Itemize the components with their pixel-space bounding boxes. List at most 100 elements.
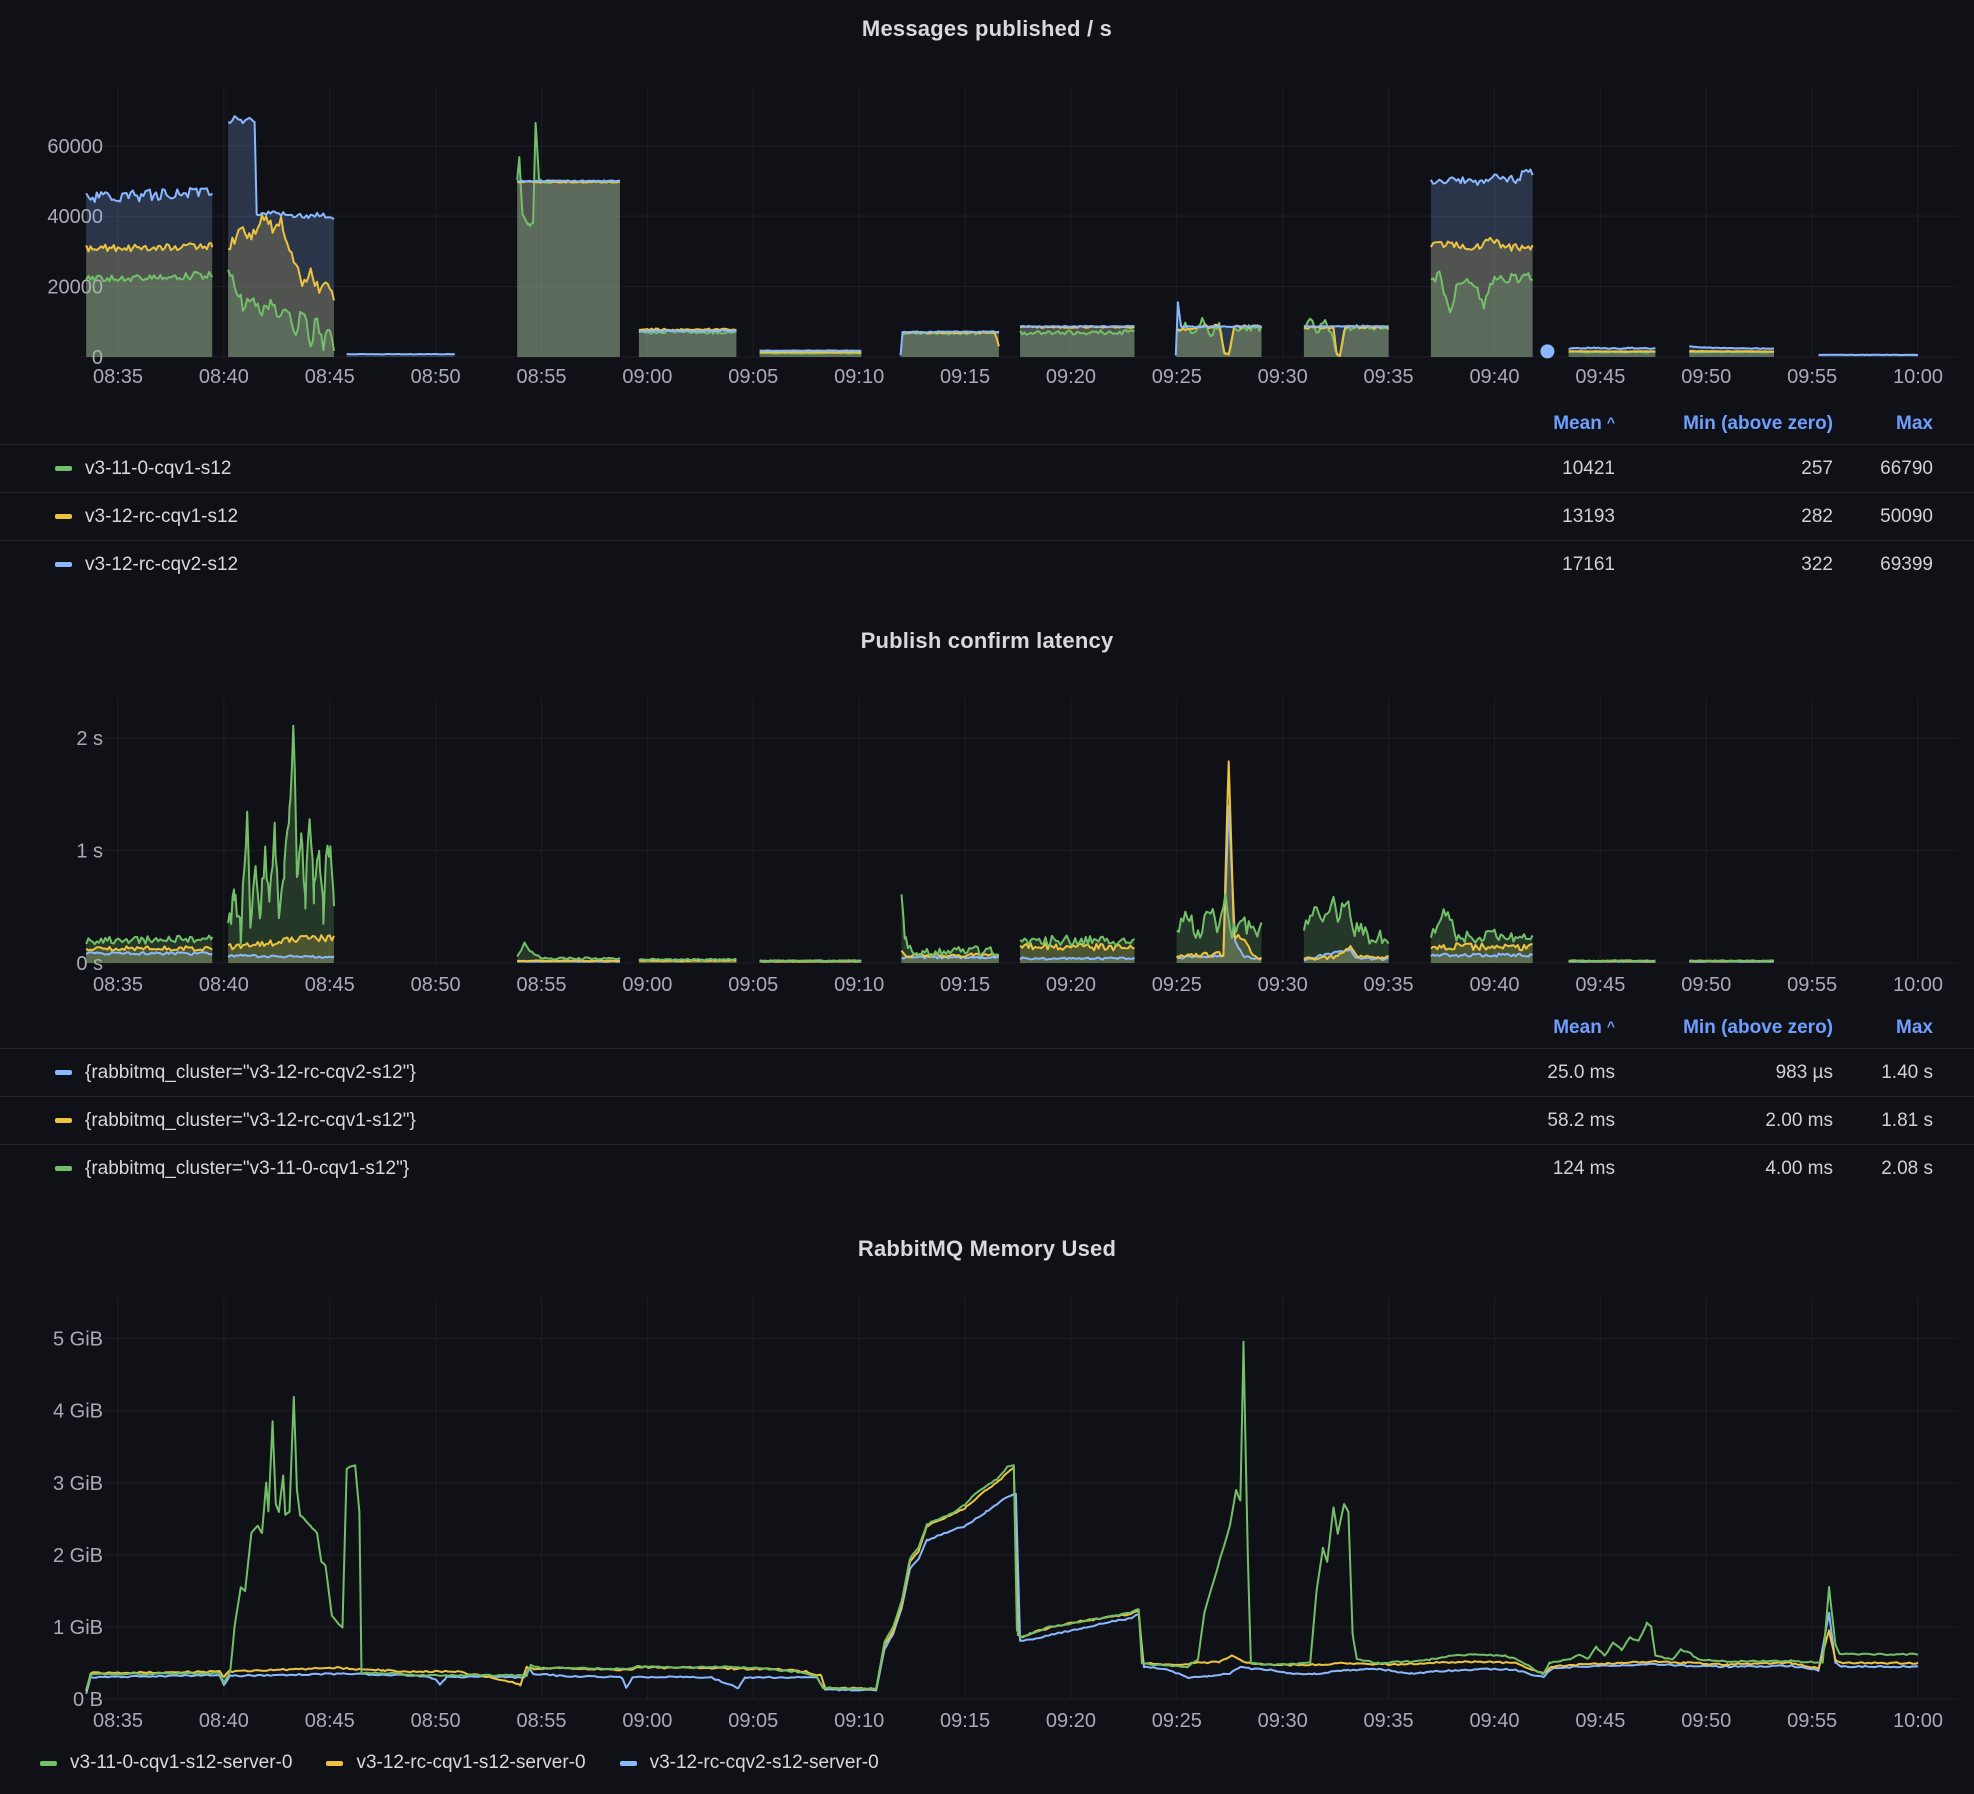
series-area-green: [86, 271, 213, 357]
series-color-swatch: [55, 562, 72, 567]
grid: [78, 698, 1958, 964]
series-area-green: [1430, 909, 1533, 963]
legend-value-min: 282: [1801, 505, 1833, 527]
legend-table-publish-confirm-latency: Mean ^ Min (above zero) Max {rabbitmq_cluste…: [0, 1008, 1974, 1183]
legend-value-max: 1.81 s: [1881, 1109, 1933, 1131]
series-area-blue: [86, 952, 213, 963]
series-area-green: [517, 122, 620, 358]
chart-messages-published-s[interactable]: 0 20000 40000 60000 08:35 08:40 08:45 08:50 08:5…: [47, 88, 1958, 388]
legend-row[interactable]: {rabbitmq_cluster="v3-11-0-cqv1-s12"} 124…: [0, 1144, 1974, 1183]
legend-item[interactable]: v3-11-0-cqv1-s12-server-0: [40, 1752, 292, 1774]
series-area-blue: [1175, 302, 1262, 357]
series-area-yellow: [517, 181, 620, 357]
series-color-swatch: [55, 1070, 72, 1075]
legend-value-mean: 58.2 ms: [1547, 1109, 1615, 1131]
grid: [78, 1297, 1958, 1700]
svg-text:08:45: 08:45: [305, 974, 355, 996]
panel-title-rabbitmq-memory-used: RabbitMQ Memory Used: [857, 1236, 1117, 1261]
svg-text:09:40: 09:40: [1469, 366, 1519, 388]
legend-header-row: Mean ^ Min (above zero) Max: [0, 1008, 1974, 1048]
column-header-mean[interactable]: Mean ^: [1445, 413, 1615, 435]
legend-row[interactable]: v3-12-rc-cqv1-s12 13193 282 50090: [0, 492, 1974, 540]
legend-row[interactable]: v3-11-0-cqv1-s12 10421 257 66790: [0, 444, 1974, 492]
svg-text:09:35: 09:35: [1364, 366, 1414, 388]
column-header-label: Min (above zero): [1683, 1017, 1833, 1038]
legend-value-mean: 13193: [1562, 505, 1615, 527]
series-area-green: [1303, 896, 1389, 963]
legend-series-label: v3-11-0-cqv1-s12-server-0: [70, 1752, 293, 1773]
svg-text:09:40: 09:40: [1469, 1710, 1519, 1732]
legend-value-max: 69399: [1880, 553, 1933, 575]
svg-text:08:50: 08:50: [411, 366, 461, 388]
svg-text:4 GiB: 4 GiB: [53, 1401, 103, 1423]
legend-series-label[interactable]: {rabbitmq_cluster="v3-12-rc-cqv2-s12"}: [85, 1061, 416, 1083]
legend-value-min: 2.00 ms: [1765, 1109, 1833, 1131]
y-axis-labels: 0 20000 40000 60000: [47, 136, 103, 369]
series-color-swatch: [40, 1760, 57, 1766]
legend-series-label[interactable]: v3-11-0-cqv1-s12: [85, 457, 232, 479]
svg-text:09:45: 09:45: [1575, 974, 1625, 996]
series-area-yellow: [1430, 237, 1533, 357]
legend-row[interactable]: {rabbitmq_cluster="v3-12-rc-cqv1-s12"} 58…: [0, 1096, 1974, 1144]
legend-value-min: 322: [1801, 553, 1833, 575]
legend-value-mean: 17161: [1562, 553, 1615, 575]
legend-row[interactable]: v3-12-rc-cqv2-s12 17161 322 69399: [0, 540, 1974, 588]
series-area-green: [1020, 935, 1135, 963]
svg-text:60000: 60000: [47, 136, 103, 158]
series-area-blue: [228, 116, 334, 357]
panel-title-publish-confirm-latency: Publish confirm latency: [860, 628, 1114, 653]
svg-text:08:45: 08:45: [305, 366, 355, 388]
svg-text:09:10: 09:10: [834, 366, 884, 388]
legend-series-label[interactable]: {rabbitmq_cluster="v3-11-0-cqv1-s12"}: [85, 1157, 410, 1179]
column-header-max[interactable]: Max: [1833, 1017, 1933, 1039]
series-line-yellow: [85, 760, 1775, 963]
svg-text:0 B: 0 B: [73, 1689, 103, 1711]
column-header-mean[interactable]: Mean ^: [1445, 1017, 1615, 1039]
svg-text:08:55: 08:55: [516, 974, 566, 996]
y-axis-labels: 0 B 1 GiB 2 GiB 3 GiB 4 GiB 5 GiB: [53, 1329, 103, 1711]
svg-text:09:10: 09:10: [834, 1710, 884, 1732]
legend-header-row: Mean ^ Min (above zero) Max: [0, 404, 1974, 444]
svg-text:09:50: 09:50: [1681, 974, 1731, 996]
column-header-max[interactable]: Max: [1833, 413, 1933, 435]
column-header-label: Max: [1896, 1017, 1933, 1038]
series-area-green: [901, 332, 999, 357]
svg-text:09:50: 09:50: [1681, 1710, 1731, 1732]
sort-ascending-caret-icon: ^: [1606, 1018, 1615, 1034]
chart-publish-confirm-latency[interactable]: 0 s1 s2 s08:35 08:40 08:45 08:50 08:55 09:00 0…: [76, 698, 1958, 996]
column-header-min[interactable]: Min (above zero): [1615, 413, 1833, 435]
column-header-label: Min (above zero): [1683, 413, 1833, 434]
legend-item[interactable]: v3-12-rc-cqv1-s12-server-0: [326, 1752, 586, 1774]
svg-text:09:20: 09:20: [1046, 974, 1096, 996]
legend-item[interactable]: v3-12-rc-cqv2-s12-server-0: [619, 1752, 879, 1774]
legend-series-label[interactable]: v3-12-rc-cqv2-s12: [85, 553, 239, 575]
column-header-min[interactable]: Min (above zero): [1615, 1017, 1833, 1039]
svg-text:08:35: 08:35: [93, 1710, 143, 1732]
svg-text:09:45: 09:45: [1575, 366, 1625, 388]
svg-text:08:40: 08:40: [199, 1710, 249, 1732]
series-area-yellow: [1303, 325, 1389, 357]
sort-ascending-caret-icon: ^: [1606, 414, 1615, 430]
legend-value-max: 66790: [1880, 457, 1933, 479]
series-area-green: [1020, 330, 1135, 357]
legend-series-label[interactable]: {rabbitmq_cluster="v3-12-rc-cqv1-s12"}: [85, 1109, 416, 1131]
svg-text:1 GiB: 1 GiB: [53, 1617, 103, 1639]
svg-text:09:35: 09:35: [1364, 974, 1414, 996]
legend-value-min: 257: [1801, 457, 1833, 479]
legend-series-label[interactable]: v3-12-rc-cqv1-s12: [85, 505, 239, 527]
series-line-blue: [85, 115, 1918, 357]
svg-text:09:15: 09:15: [940, 974, 990, 996]
svg-text:5 GiB: 5 GiB: [53, 1329, 103, 1351]
svg-text:09:00: 09:00: [622, 974, 672, 996]
legend-row[interactable]: {rabbitmq_cluster="v3-12-rc-cqv2-s12"} 25…: [0, 1048, 1974, 1096]
column-header-label: Mean: [1553, 1017, 1602, 1038]
svg-text:08:40: 08:40: [199, 974, 249, 996]
column-header-label: Mean: [1553, 413, 1602, 434]
legend-series-label: v3-12-rc-cqv1-s12-server-0: [356, 1752, 586, 1773]
svg-text:08:50: 08:50: [411, 974, 461, 996]
svg-text:20000: 20000: [47, 277, 103, 299]
series-area-yellow: [86, 243, 213, 357]
